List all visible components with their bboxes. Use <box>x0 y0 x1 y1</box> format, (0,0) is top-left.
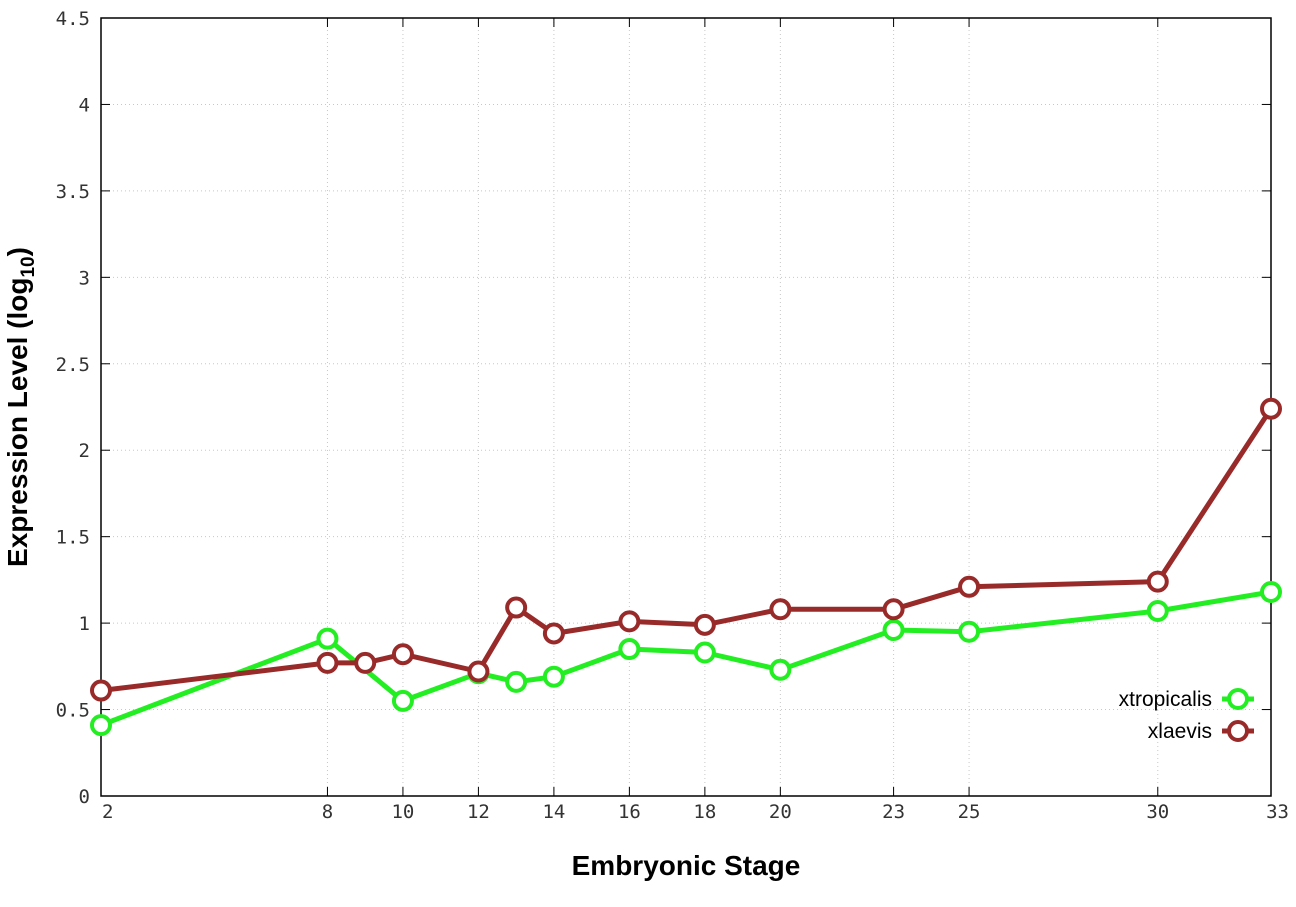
x-tick-label: 10 <box>391 801 414 823</box>
data-point-xlaevis <box>505 596 528 619</box>
x-tick-label: 20 <box>769 801 792 823</box>
y-tick-label: 3 <box>79 267 90 289</box>
series-xlaevis <box>90 397 1282 702</box>
legend-marker-swatch <box>1227 720 1249 742</box>
legend: xtropicalis xlaevis <box>1119 688 1254 743</box>
data-point-xtropicalis <box>618 638 641 661</box>
x-tick-label: 2 <box>102 801 113 823</box>
data-point-xtropicalis <box>316 627 339 650</box>
x-tick-label: 16 <box>618 801 641 823</box>
x-tick-label: 33 <box>1266 801 1289 823</box>
series-layer <box>90 397 1282 737</box>
data-point-xlaevis <box>958 575 981 598</box>
data-point-xtropicalis <box>542 665 565 688</box>
y-tick-label: 4 <box>79 94 90 116</box>
x-axis-title: Embryonic Stage <box>572 850 801 881</box>
y-axis-title-subscript: 10 <box>18 256 39 277</box>
data-point-xlaevis <box>769 598 792 621</box>
data-point-xtropicalis <box>693 641 716 664</box>
data-point-xlaevis <box>1260 397 1282 420</box>
x-tick-label: 25 <box>958 801 981 823</box>
x-tick-label: 12 <box>467 801 490 823</box>
y-axis-title-close: ) <box>2 247 33 256</box>
data-point-xlaevis <box>618 610 641 633</box>
x-tick-label: 18 <box>693 801 716 823</box>
data-point-xtropicalis <box>1260 580 1282 603</box>
data-point-xtropicalis <box>505 670 528 693</box>
series-line-xtropicalis <box>100 589 1272 728</box>
y-tick-label: 2.5 <box>56 354 90 376</box>
x-tick-label: 23 <box>882 801 905 823</box>
data-point-xlaevis <box>467 660 490 683</box>
y-tick-label: 4.5 <box>56 8 90 30</box>
y-tick-label: 2 <box>79 440 90 462</box>
y-tick-label: 1.5 <box>56 527 90 549</box>
data-point-xlaevis <box>354 651 377 674</box>
data-point-xlaevis <box>542 622 565 645</box>
legend-marker-swatch <box>1227 688 1249 710</box>
data-point-xtropicalis <box>769 658 792 681</box>
data-point-xlaevis <box>1146 570 1169 593</box>
axis-ticks: 2 8 10 12 14 16 18 20 23 25 30 33 0 0.5 1 1.5 2 2.5 3 3.5 4 4… <box>56 8 1289 823</box>
y-tick-label: 1 <box>79 613 90 635</box>
data-point-xtropicalis <box>1146 600 1169 623</box>
data-point-xtropicalis <box>958 620 981 643</box>
data-point-xtropicalis <box>90 714 112 737</box>
x-tick-label: 8 <box>322 801 333 823</box>
data-point-xlaevis <box>391 643 414 666</box>
plot-area-border <box>100 17 1272 797</box>
y-axis-title: Expression Level (log10) <box>2 247 39 567</box>
series-line-xlaevis <box>100 407 1274 693</box>
series-xtropicalis <box>90 580 1282 737</box>
y-tick-label: 3.5 <box>56 181 90 203</box>
y-axis-title-main: Expression Level (log <box>2 278 33 567</box>
y-tick-label: 0 <box>79 786 90 808</box>
grid-lines <box>100 18 1272 796</box>
data-point-xtropicalis <box>882 619 905 642</box>
data-point-xlaevis <box>90 679 112 702</box>
data-point-xlaevis <box>316 651 339 674</box>
legend-item-xlaevis: xlaevis <box>1148 720 1254 743</box>
data-point-xlaevis <box>693 613 716 636</box>
legend-label: xlaevis <box>1148 720 1212 743</box>
data-point-xlaevis <box>882 598 905 621</box>
x-tick-label: 30 <box>1146 801 1169 823</box>
y-tick-label: 0.5 <box>56 700 90 722</box>
data-point-xtropicalis <box>391 689 414 712</box>
legend-item-xtropicalis: xtropicalis <box>1119 688 1254 711</box>
legend-label: xtropicalis <box>1119 688 1212 711</box>
x-tick-label: 14 <box>542 801 565 823</box>
